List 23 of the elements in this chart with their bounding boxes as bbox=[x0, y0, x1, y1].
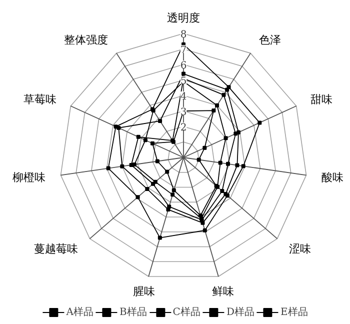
y-tick-label: 8 bbox=[180, 30, 187, 40]
spoke-label: 整体强度 bbox=[64, 34, 108, 47]
y-tick-label: 5 bbox=[180, 76, 187, 87]
spoke-label: 涩味 bbox=[288, 242, 311, 256]
legend-label: B样品 bbox=[119, 306, 147, 319]
spoke-label: 酸味 bbox=[322, 170, 344, 184]
y-tick-label: 2 bbox=[180, 122, 187, 134]
y-tick-label: 6 bbox=[180, 60, 187, 72]
y-tick-label: 7 bbox=[180, 45, 187, 56]
y-tick-label: 4 bbox=[180, 92, 187, 102]
spoke-label: 腥味 bbox=[133, 284, 156, 298]
spoke-label: 鲜味 bbox=[212, 284, 234, 298]
legend-label: E样品 bbox=[280, 306, 308, 319]
spoke-label: 柳橙味 bbox=[12, 170, 46, 184]
spoke-label: 色泽 bbox=[258, 34, 281, 47]
y-tick-label: 3 bbox=[180, 107, 187, 118]
legend-label: D样品 bbox=[226, 306, 254, 319]
spoke-label: 甜味 bbox=[310, 93, 332, 106]
spoke-label: 草莓味 bbox=[24, 93, 57, 106]
spoke-label: 透明度 bbox=[167, 12, 200, 24]
legend-label: C样品 bbox=[172, 306, 200, 319]
legend-label: A样品 bbox=[66, 306, 94, 319]
spoke-label: 蔓越莓味 bbox=[34, 242, 78, 256]
